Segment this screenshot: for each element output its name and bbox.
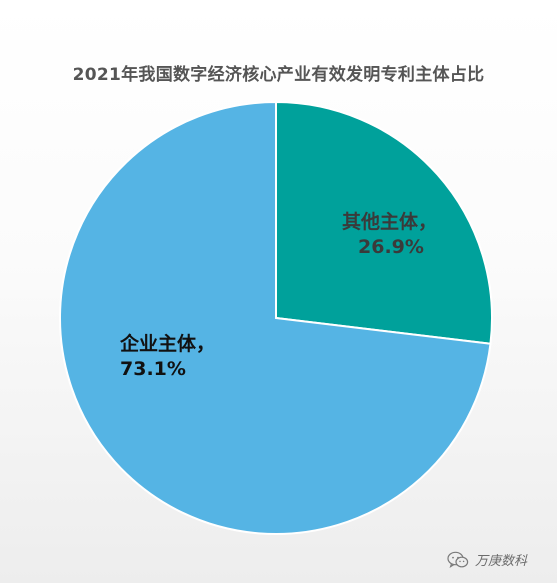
slice-value-0: 26.9% <box>358 236 424 258</box>
slice-label-1: 企业主体， <box>119 332 215 355</box>
pie-labels: 其他主体， 26.9% 企业主体， 73.1% <box>119 210 437 380</box>
chart-title: 2021年我国数字经济核心产业有效发明专利主体占比 <box>72 65 485 85</box>
watermark-text: 万庚数科 <box>474 554 527 569</box>
watermark: 万庚数科 <box>447 550 527 569</box>
pie-slice-1 <box>58 100 492 535</box>
slice-label-0: 其他主体， <box>342 210 437 233</box>
pie-slices <box>58 100 493 535</box>
wechat-icon <box>447 551 469 568</box>
pie-slice-0 <box>275 100 493 345</box>
slice-value-1: 73.1% <box>120 358 186 380</box>
